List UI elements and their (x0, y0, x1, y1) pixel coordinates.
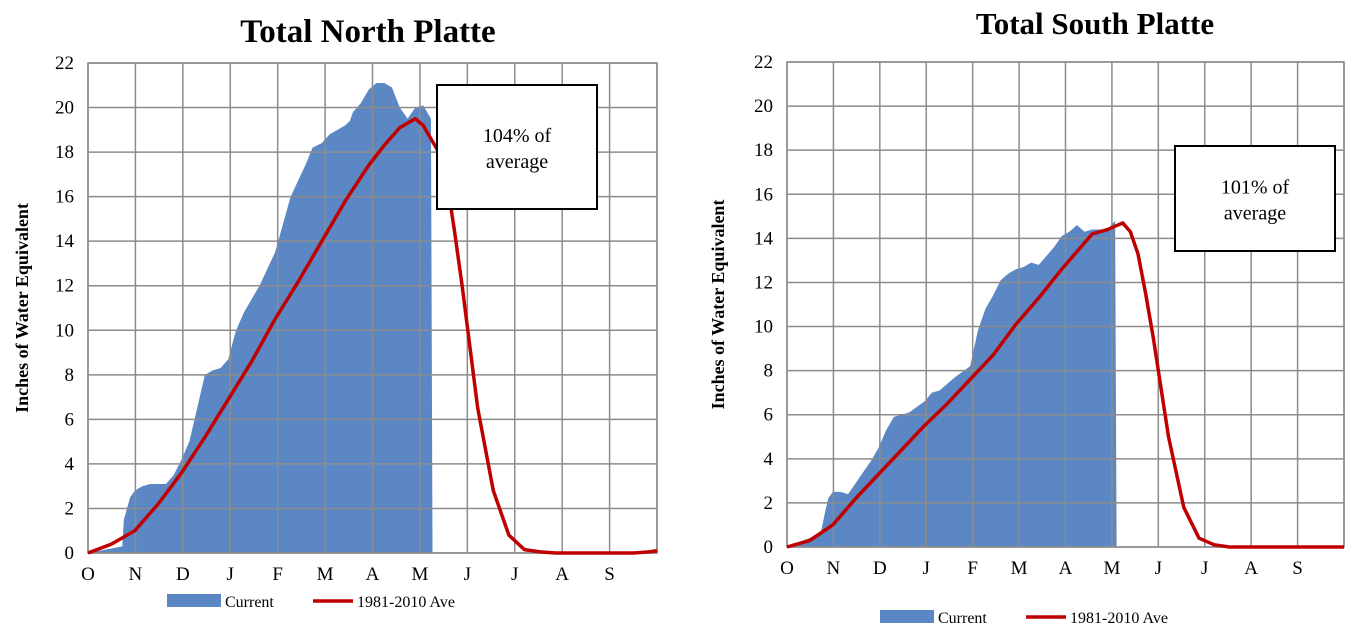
y-tick-label: 14 (754, 228, 774, 249)
y-tick-label: 12 (754, 272, 773, 293)
y-tick-label: 22 (754, 52, 773, 73)
x-tick-label: M (1103, 558, 1120, 579)
current-series-area (88, 83, 433, 553)
y-tick-label: 8 (764, 361, 774, 382)
percent-of-average-line1: 104% of (483, 125, 552, 147)
x-tick-label: J (511, 564, 518, 585)
y-tick-label: 18 (754, 140, 773, 161)
y-tick-label: 16 (55, 187, 74, 208)
x-tick-label: A (1059, 558, 1073, 579)
north-platte-panel: Total North Platte 0 2 4 6 8 10 12 14 16 18 20 22 O N D… (0, 0, 670, 639)
x-tick-label: F (272, 564, 283, 585)
y-tick-label: 18 (55, 142, 74, 163)
x-tick-label: F (967, 558, 978, 579)
x-tick-label: M (1011, 558, 1028, 579)
legend-current-swatch (880, 610, 934, 623)
x-tick-label: J (464, 564, 471, 585)
x-tick-label: M (317, 564, 334, 585)
chart-title: Total North Platte (240, 14, 495, 50)
percent-of-average-line1: 101% of (1221, 177, 1290, 199)
x-tick-label: O (81, 564, 95, 585)
y-tick-label: 22 (55, 53, 74, 74)
current-series-area (787, 220, 1117, 547)
south-platte-chart: Total South Platte 0 2 4 6 8 10 12 14 16 18 20 22 O N D… (708, 6, 1345, 627)
percent-of-average-line2: average (486, 151, 548, 173)
chart-title: Total South Platte (976, 6, 1214, 41)
x-tick-label: D (873, 558, 887, 579)
x-tick-label: S (604, 564, 615, 585)
x-tick-label: A (555, 564, 569, 585)
x-tick-label: J (1201, 558, 1208, 579)
x-tick-label: M (411, 564, 428, 585)
y-tick-label: 4 (764, 449, 774, 470)
x-tick-label: J (227, 564, 234, 585)
legend-current-swatch (167, 594, 221, 607)
y-tick-label: 14 (55, 231, 75, 252)
y-tick-label: 4 (65, 454, 75, 475)
y-tick-label: 10 (754, 317, 773, 338)
x-tick-label: J (1155, 558, 1162, 579)
legend-current-label: Current (938, 610, 987, 627)
percent-of-average-line2: average (1224, 203, 1286, 225)
south-platte-panel: Total South Platte 0 2 4 6 8 10 12 14 16 18 20 22 O N D… (675, 0, 1346, 639)
y-tick-label: 6 (764, 405, 774, 426)
y-tick-label: 10 (55, 320, 74, 341)
plot-area-border (786, 61, 1345, 548)
y-tick-label: 2 (764, 493, 774, 514)
y-tick-label: 0 (65, 543, 75, 564)
x-tick-label: D (176, 564, 190, 585)
y-tick-label: 6 (65, 409, 75, 430)
average-series-line (87, 116, 658, 555)
x-tick-label: N (827, 558, 841, 579)
legend-average-label: 1981-2010 Ave (357, 594, 455, 611)
y-tick-label: 8 (65, 365, 75, 386)
x-tick-label: A (1244, 558, 1258, 579)
y-tick-label: 20 (754, 96, 773, 117)
legend-average-label: 1981-2010 Ave (1070, 610, 1168, 627)
x-tick-label: O (780, 558, 794, 579)
percent-of-average-box (1174, 145, 1336, 252)
x-tick-label: J (923, 558, 930, 579)
north-platte-chart: Total North Platte 0 2 4 6 8 10 12 14 16 18 20 22 O N D… (12, 14, 658, 611)
average-series-line (786, 221, 1344, 549)
y-axis-label: Inches of Water Equivalent (708, 200, 728, 410)
x-tick-label: A (366, 564, 380, 585)
y-tick-label: 0 (764, 537, 774, 558)
y-tick-label: 20 (55, 98, 74, 119)
x-tick-label: N (129, 564, 143, 585)
y-tick-label: 16 (754, 184, 773, 205)
legend-current-label: Current (225, 594, 274, 611)
percent-of-average-box (436, 84, 598, 210)
y-axis-label: Inches of Water Equivalent (12, 203, 32, 413)
x-tick-label: S (1292, 558, 1303, 579)
y-tick-label: 2 (65, 498, 75, 519)
plot-area-border (87, 62, 658, 554)
y-tick-label: 12 (55, 276, 74, 297)
